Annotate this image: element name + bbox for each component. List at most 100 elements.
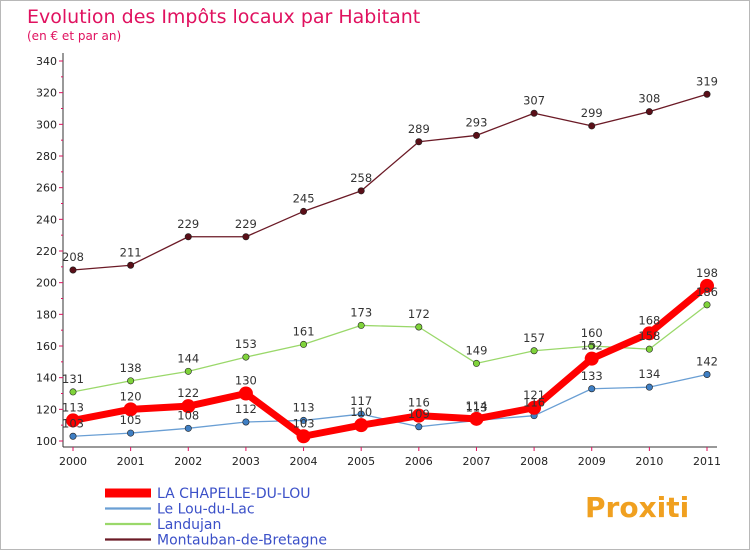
data-label: 168 <box>638 313 660 327</box>
data-point <box>238 386 253 401</box>
data-point <box>69 266 77 274</box>
data-point <box>645 108 653 116</box>
data-point <box>588 342 596 350</box>
series-landujan <box>69 301 711 396</box>
data-label: 113 <box>465 400 487 414</box>
data-point <box>184 367 192 375</box>
data-label: 130 <box>235 374 257 388</box>
y-tick-label: 120 <box>36 403 57 416</box>
legend-item-montauban-de-bretagne: Montauban-de-Bretagne <box>105 533 327 549</box>
data-label: 293 <box>465 115 487 129</box>
axes: 100 120 140 160 180 200 220 240 260 280 300 320 340 2… <box>36 53 721 468</box>
data-point <box>588 385 596 393</box>
data-label: 110 <box>350 405 372 419</box>
y-tick-label: 340 <box>36 55 57 68</box>
x-tick-label: 2006 <box>405 455 433 468</box>
data-point <box>703 301 711 309</box>
data-label: 138 <box>120 361 142 375</box>
data-point <box>411 408 426 423</box>
data-point <box>242 233 250 241</box>
data-label: 258 <box>350 171 372 185</box>
data-label: 152 <box>581 339 603 353</box>
x-tick-label: 2007 <box>462 455 490 468</box>
data-label: 186 <box>696 285 718 299</box>
y-tick-label: 180 <box>36 308 57 321</box>
data-point <box>127 261 135 269</box>
data-label: 299 <box>581 106 603 120</box>
data-label: 103 <box>293 416 315 430</box>
data-point <box>300 416 308 424</box>
data-label: 142 <box>696 355 718 369</box>
series-line <box>72 93 708 271</box>
data-label: 144 <box>177 351 199 365</box>
y-tick-label: 200 <box>36 277 57 290</box>
y-tick-label: 220 <box>36 245 57 258</box>
data-point <box>184 233 192 241</box>
data-point <box>357 187 365 195</box>
data-point <box>415 138 423 146</box>
x-tick-label: 2004 <box>290 455 318 468</box>
data-label: 157 <box>523 331 545 345</box>
data-label: 307 <box>523 93 545 107</box>
y-tick-label: 100 <box>36 435 57 448</box>
x-tick-label: 2002 <box>174 455 202 468</box>
y-tick-label: 280 <box>36 150 57 163</box>
y-tick-label: 320 <box>36 87 57 100</box>
data-point <box>703 370 711 378</box>
data-label: 308 <box>638 92 660 106</box>
data-label: 211 <box>120 245 142 259</box>
data-labels-layer: 208 211 229 229 245 258 289 293 307 299 308 319 131 1… <box>62 74 718 430</box>
data-label: 122 <box>177 386 199 400</box>
data-label: 229 <box>177 217 199 231</box>
data-point <box>69 432 77 440</box>
legend-item-la-chapelle-du-lou: LA CHAPELLE-DU-LOU <box>105 486 310 502</box>
series-montauban-de-bretagne <box>69 90 711 274</box>
series-layer <box>66 90 714 444</box>
data-point <box>700 278 714 293</box>
data-label: 116 <box>408 396 430 410</box>
data-point <box>527 400 542 415</box>
data-label: 117 <box>350 394 372 408</box>
data-point <box>242 353 250 361</box>
y-tick-label: 260 <box>36 182 57 195</box>
x-tick-label: 2003 <box>232 455 260 468</box>
chart-title: Evolution des Impôts locaux par Habitant <box>27 6 420 28</box>
legend-label: LA CHAPELLE-DU-LOU <box>157 486 310 502</box>
data-point <box>357 321 365 329</box>
series-line <box>72 304 708 393</box>
legend-label: Landujan <box>157 517 221 533</box>
x-tick-label: 2009 <box>578 455 606 468</box>
data-label: 173 <box>350 305 372 319</box>
data-label: 105 <box>120 413 142 427</box>
legend-item-landujan: Landujan <box>105 517 221 533</box>
y-tick-label: 140 <box>36 372 57 385</box>
data-point <box>181 399 196 414</box>
logo-text: Proxiti <box>585 491 689 524</box>
proxiti-logo: Proxiti <box>585 491 689 524</box>
data-label: 160 <box>581 326 603 340</box>
data-point <box>300 207 308 215</box>
data-label: 103 <box>62 416 84 430</box>
data-point <box>584 351 599 366</box>
data-point <box>588 122 596 130</box>
data-label: 289 <box>408 122 430 136</box>
data-label: 112 <box>235 402 257 416</box>
data-label: 109 <box>408 407 430 421</box>
data-label: 319 <box>696 74 718 88</box>
series-la-chapelle-du-lou <box>66 278 714 444</box>
y-tick-label: 160 <box>36 340 57 353</box>
data-point <box>645 383 653 391</box>
data-point <box>415 323 423 331</box>
x-tick-label: 2010 <box>635 455 663 468</box>
data-label: 113 <box>62 400 84 414</box>
data-point <box>66 413 80 428</box>
data-label: 158 <box>638 329 660 343</box>
x-tick-label: 2000 <box>59 455 87 468</box>
data-point <box>415 423 423 431</box>
data-point <box>184 424 192 432</box>
data-point <box>472 359 480 367</box>
data-label: 131 <box>62 372 84 386</box>
